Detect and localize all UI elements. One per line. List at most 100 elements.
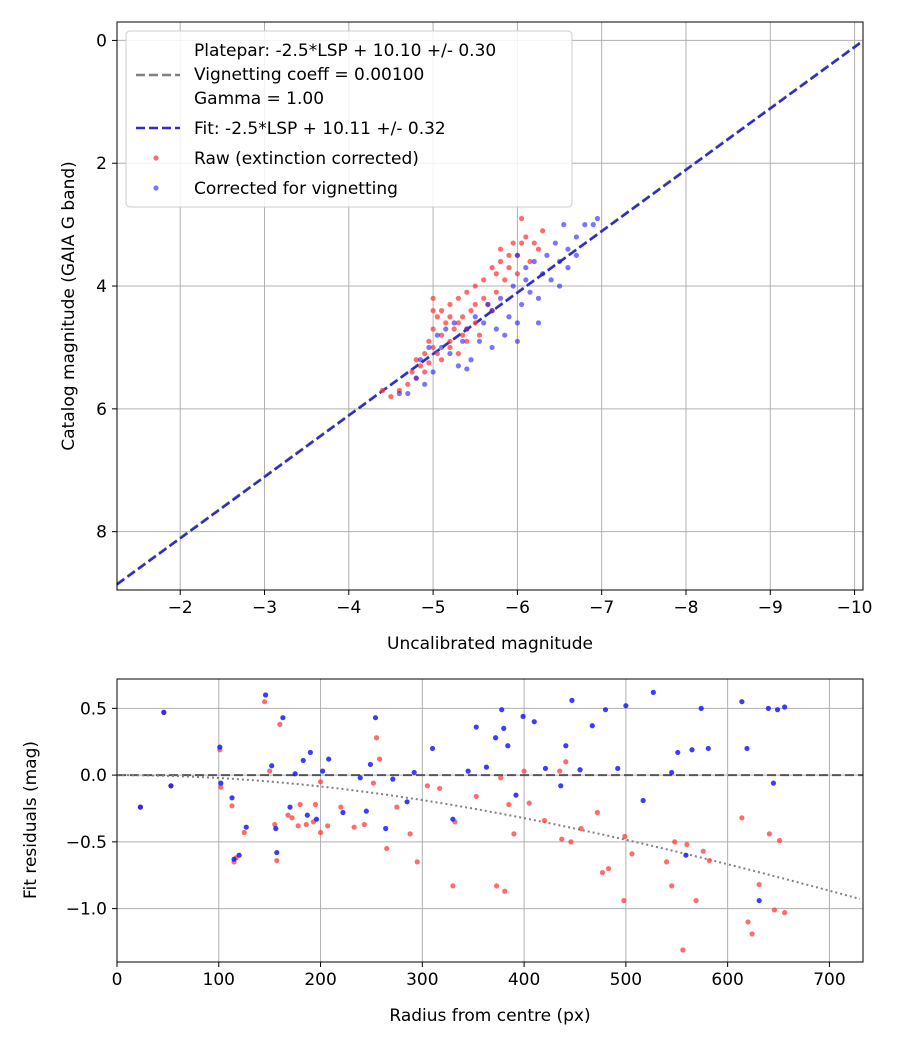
legend-box: [125, 30, 573, 208]
bottom-raw-point: [297, 801, 303, 808]
top-corrected-point: [556, 283, 563, 289]
top-corrected-point: [464, 366, 470, 372]
bottom-corrected-point: [520, 713, 526, 719]
bottom-raw-point: [594, 809, 600, 816]
top-corrected-point: [506, 314, 512, 320]
top-y-tick-label: 8: [96, 523, 107, 543]
bottom-raw-point: [384, 845, 390, 852]
bottom-raw-point: [766, 831, 772, 837]
top-axes-frame: [116, 21, 864, 591]
top-corrected-point: [481, 320, 487, 326]
bottom-raw-point: [277, 721, 283, 727]
top-corrected-point: [497, 295, 504, 301]
top-corrected-point: [552, 240, 558, 246]
bottom-corrected-point: [274, 849, 280, 856]
bottom-corrected-point: [236, 852, 242, 858]
top-corrected-point: [594, 215, 601, 222]
bottom-corrected-point: [650, 689, 656, 695]
bottom-corrected-point: [669, 769, 675, 776]
bottom-raw-point: [502, 888, 508, 894]
top-raw-point: [409, 369, 415, 375]
top-points: [379, 215, 601, 400]
bottom-raw-point: [338, 804, 344, 810]
bottom-raw-point: [351, 824, 357, 830]
bottom-raw-point: [511, 831, 517, 837]
bottom-corrected-point: [589, 723, 595, 729]
bottom-corrected-point: [217, 744, 223, 750]
bottom-vignetting-curve: [116, 774, 861, 900]
bottom-raw-point: [526, 800, 532, 806]
bottom-raw-point: [605, 865, 612, 872]
top-x-axis-label: Uncalibrated magnitude: [387, 634, 593, 654]
top-plot: −2 −3 −4 −5 −6 −7 −8 −9 −10 0 2 4 6 8 Uncalibrated m…: [59, 21, 873, 654]
bottom-corrected-point: [340, 809, 346, 816]
bottom-raw-point: [498, 775, 504, 781]
bottom-corrected-point: [483, 764, 490, 770]
bottom-y-ticks: 0.5 0.0 −0.5 −1.0: [66, 699, 117, 920]
top-corrected-point: [447, 350, 453, 357]
top-corrected-point: [523, 277, 529, 283]
bottom-corrected-point: [429, 745, 436, 752]
top-y-axis-label: Catalog magnitude (GAIA G band): [59, 161, 79, 451]
top-corrected-point: [510, 283, 516, 289]
bottom-corrected-point: [774, 707, 781, 713]
top-corrected-point: [430, 369, 436, 375]
top-corrected-point: [523, 265, 529, 271]
top-corrected-point: [417, 357, 424, 363]
top-corrected-point: [455, 363, 461, 369]
top-corrected-point: [514, 320, 520, 326]
bottom-raw-point: [414, 859, 420, 865]
top-raw-point: [506, 252, 512, 258]
bottom-raw-point: [506, 801, 512, 808]
top-raw-point: [476, 332, 483, 338]
bottom-x-tick-label: 0: [112, 970, 123, 990]
top-y-tick-label: 6: [96, 400, 107, 420]
bottom-raw-point: [700, 848, 706, 854]
top-raw-point: [535, 246, 542, 252]
bottom-grid: [116, 679, 863, 962]
bottom-x-ticks: 0 100 200 300 400 500 600 700: [112, 962, 846, 990]
bottom-corrected-point: [168, 783, 174, 789]
top-corrected-point: [565, 265, 571, 271]
top-corrected-point: [540, 271, 546, 277]
top-corrected-point: [527, 289, 533, 295]
top-raw-point: [434, 314, 440, 320]
top-y-tick-label: 4: [96, 277, 107, 297]
top-raw-point: [447, 344, 453, 351]
bottom-raw-point: [693, 897, 699, 904]
bottom-raw-point: [437, 785, 443, 792]
top-raw-point: [523, 234, 529, 240]
top-corrected-point: [405, 390, 411, 397]
top-raw-point: [497, 246, 504, 252]
bottom-corrected-point: [404, 799, 410, 805]
legend-corrected-label: Corrected for vignetting: [194, 179, 398, 199]
legend-raw-marker: [153, 155, 159, 161]
top-raw-point: [472, 320, 478, 326]
bottom-corrected-point: [615, 765, 621, 772]
bottom-raw-point: [295, 823, 301, 829]
bottom-x-tick-label: 400: [508, 970, 540, 990]
bottom-corrected-point: [326, 756, 332, 762]
top-raw-point: [430, 344, 436, 351]
top-corrected-point: [464, 326, 470, 332]
bottom-raw-point: [663, 859, 670, 865]
top-corrected-point: [489, 344, 495, 351]
top-raw-point: [422, 369, 428, 375]
top-corrected-point: [422, 381, 428, 387]
top-raw-point: [497, 258, 504, 265]
bottom-raw-point: [424, 783, 431, 789]
top-raw-point: [426, 338, 432, 344]
bottom-raw-point: [756, 881, 762, 888]
bottom-corrected-point: [542, 765, 549, 772]
top-raw-point: [447, 301, 453, 308]
top-raw-point: [447, 314, 453, 320]
bottom-corrected-point: [765, 705, 771, 711]
bottom-raw-point: [407, 831, 413, 837]
top-raw-point: [464, 338, 470, 344]
bottom-raw-point: [473, 793, 479, 800]
top-corrected-point: [556, 258, 563, 265]
legend-platepar-line1: Platepar: -2.5*LSP + 10.10 +/- 0.30: [194, 41, 496, 61]
top-corrected-point: [519, 301, 525, 308]
top-raw-point: [460, 314, 466, 320]
top-corrected-point: [535, 295, 542, 301]
